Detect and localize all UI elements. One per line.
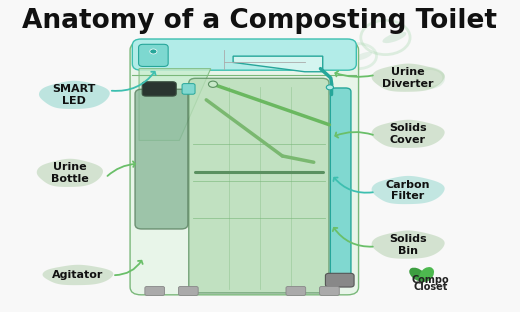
- FancyBboxPatch shape: [142, 82, 176, 96]
- Text: Solids
Cover: Solids Cover: [389, 123, 426, 145]
- Text: Agitator: Agitator: [52, 270, 103, 280]
- Ellipse shape: [354, 52, 372, 61]
- FancyBboxPatch shape: [326, 273, 354, 287]
- FancyBboxPatch shape: [178, 286, 198, 295]
- Text: Urine
Bottle: Urine Bottle: [51, 162, 88, 184]
- FancyBboxPatch shape: [145, 286, 164, 295]
- Polygon shape: [372, 231, 445, 259]
- Circle shape: [150, 49, 157, 54]
- Text: Solids
Bin: Solids Bin: [389, 234, 426, 256]
- Text: Closet: Closet: [413, 282, 447, 292]
- Polygon shape: [233, 56, 323, 72]
- Polygon shape: [39, 81, 110, 109]
- Polygon shape: [139, 69, 211, 140]
- FancyBboxPatch shape: [182, 84, 195, 94]
- Text: SMART
LED: SMART LED: [53, 84, 96, 106]
- Circle shape: [209, 81, 217, 87]
- FancyBboxPatch shape: [132, 39, 356, 70]
- Polygon shape: [372, 64, 445, 92]
- Text: Compo: Compo: [411, 275, 449, 285]
- Polygon shape: [37, 159, 103, 187]
- Ellipse shape: [409, 268, 426, 281]
- Ellipse shape: [382, 32, 406, 43]
- Ellipse shape: [419, 267, 434, 282]
- Text: Anatomy of a Composting Toilet: Anatomy of a Composting Toilet: [22, 8, 498, 34]
- FancyBboxPatch shape: [130, 42, 359, 295]
- FancyBboxPatch shape: [139, 44, 168, 66]
- FancyBboxPatch shape: [189, 78, 329, 293]
- Text: ™: ™: [439, 286, 445, 291]
- Polygon shape: [372, 120, 445, 148]
- Polygon shape: [372, 176, 445, 204]
- Text: Urine
Diverter: Urine Diverter: [382, 67, 434, 89]
- FancyBboxPatch shape: [330, 88, 351, 280]
- Text: Carbon
Filter: Carbon Filter: [386, 179, 430, 201]
- Circle shape: [327, 85, 333, 90]
- FancyBboxPatch shape: [135, 89, 188, 229]
- FancyBboxPatch shape: [320, 286, 339, 295]
- Polygon shape: [43, 265, 113, 285]
- FancyBboxPatch shape: [286, 286, 306, 295]
